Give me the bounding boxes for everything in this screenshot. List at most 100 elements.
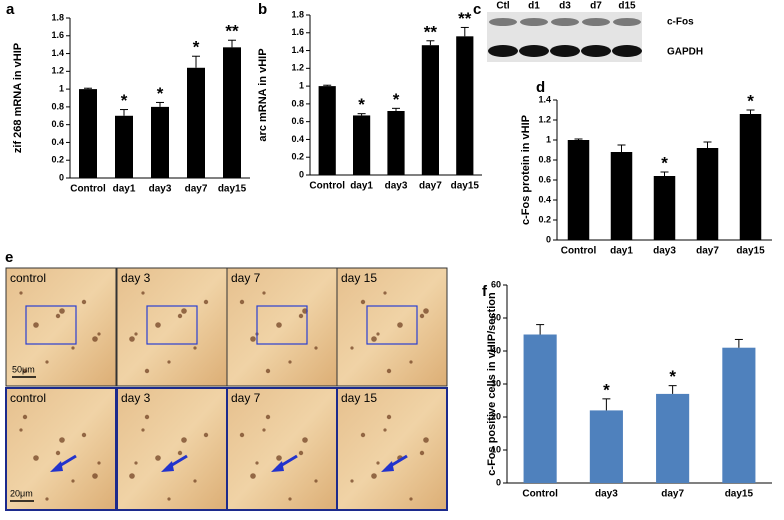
micrograph-label: control: [10, 391, 46, 405]
arrow-head: [271, 461, 284, 472]
bar: [523, 334, 557, 483]
cell: [19, 428, 23, 432]
y-tick-label: 1: [546, 134, 551, 144]
bar: [656, 393, 690, 483]
cell: [92, 336, 98, 342]
x-tick-label: day3: [595, 489, 618, 500]
cell: [265, 368, 271, 374]
bar: [187, 67, 205, 178]
band: [488, 45, 518, 57]
bar: [722, 347, 756, 483]
cell: [33, 322, 39, 328]
y-tick-label: 0.6: [291, 116, 304, 126]
y-tick-label: 1.6: [291, 27, 304, 37]
cell: [203, 299, 209, 305]
bar: [387, 111, 405, 175]
cell: [97, 332, 101, 336]
cell: [134, 332, 138, 336]
y-tick-label: 60: [491, 279, 501, 289]
lane-label: Ctl: [496, 1, 510, 12]
y-tick-label: 1.2: [291, 63, 304, 73]
cell: [55, 313, 61, 319]
cell: [22, 368, 28, 374]
cell: [423, 437, 429, 443]
y-tick-label: 0.2: [291, 152, 304, 162]
band: [519, 45, 549, 57]
cell: [55, 450, 61, 456]
cell: [71, 346, 75, 350]
y-tick-label: 0: [546, 234, 551, 244]
band: [520, 18, 548, 26]
y-tick-label: 1: [59, 83, 64, 93]
cell: [262, 291, 266, 295]
cell: [239, 299, 245, 305]
cell: [59, 437, 65, 443]
x-tick-label: Control: [522, 489, 558, 500]
bar: [739, 114, 762, 240]
cell: [314, 346, 318, 350]
y-tick-label: 0.6: [51, 119, 64, 129]
arrow-head: [161, 461, 174, 472]
micrograph: [116, 387, 228, 511]
bar: [567, 140, 590, 240]
cell: [71, 479, 75, 483]
cell: [19, 291, 23, 295]
lane-label: d15: [618, 1, 636, 12]
cell: [33, 455, 39, 461]
roi-box: [146, 305, 198, 345]
bar: [421, 45, 439, 175]
cell: [81, 299, 87, 305]
cell: [92, 473, 98, 479]
x-tick-label: Control: [561, 246, 597, 257]
panel-letter: e: [5, 249, 13, 266]
cell: [376, 332, 380, 336]
panel-letter: a: [6, 1, 15, 18]
y-tick-label: 50: [491, 312, 501, 322]
cell: [419, 450, 425, 456]
scale-label: 20μm: [10, 488, 33, 498]
band: [550, 45, 580, 57]
x-tick-label: day7: [696, 246, 719, 257]
cell: [193, 479, 197, 483]
roi-box: [366, 305, 418, 345]
cell: [167, 497, 171, 501]
x-tick-label: day7: [661, 489, 684, 500]
lane-label: d3: [559, 1, 571, 12]
x-tick-label: day1: [610, 246, 633, 257]
bar: [151, 106, 169, 178]
y-tick-label: 1.2: [538, 114, 551, 124]
cell: [141, 428, 145, 432]
micrograph: [336, 387, 448, 511]
band: [582, 18, 610, 26]
y-tick-label: 0.2: [538, 214, 551, 224]
x-tick-label: day7: [185, 184, 208, 195]
cell: [314, 479, 318, 483]
y-tick-label: 1.4: [538, 94, 551, 104]
cell: [265, 414, 271, 420]
x-tick-label: day15: [725, 489, 754, 500]
cell: [360, 432, 366, 438]
x-tick-label: day7: [419, 181, 442, 192]
significance: *: [121, 91, 128, 110]
micrograph: [336, 267, 448, 387]
y-tick-label: 30: [491, 378, 501, 388]
x-tick-label: day15: [218, 184, 247, 195]
cell: [276, 322, 282, 328]
cell: [371, 473, 377, 479]
cell: [302, 437, 308, 443]
significance: **: [225, 22, 239, 41]
micrograph-label: day 3: [121, 391, 151, 405]
micrograph: [226, 387, 338, 511]
y-tick-label: 0: [59, 172, 64, 182]
bar: [456, 36, 474, 176]
micrograph: [116, 267, 228, 387]
cell: [371, 336, 377, 342]
cell: [177, 450, 183, 456]
row-label: c-Fos: [667, 17, 694, 28]
cell: [129, 473, 135, 479]
cell: [167, 360, 171, 364]
y-axis-label: arc mRNA in vHIP: [257, 48, 269, 141]
cell: [181, 308, 187, 314]
cell: [386, 414, 392, 420]
y-axis-label: c-Fos protein in vHIP: [520, 115, 532, 225]
